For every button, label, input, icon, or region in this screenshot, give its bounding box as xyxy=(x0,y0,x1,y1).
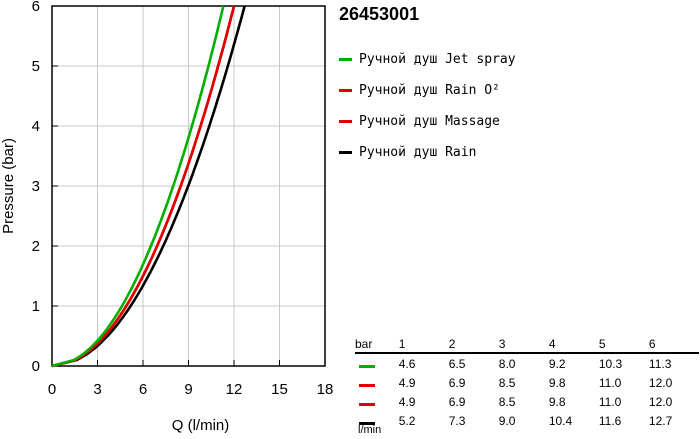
x-axis-title: Q (l/min) xyxy=(172,417,230,434)
legend-swatch xyxy=(339,89,352,92)
table-cell: 7.3 xyxy=(448,413,466,428)
table-row: 4.9 6.9 8.5 9.8 11.0 12.0 xyxy=(355,373,699,392)
table-cell: 12.0 xyxy=(648,375,673,390)
legend-label: Ручной душ Massage xyxy=(359,114,500,129)
table-cell: 11.3 xyxy=(648,356,672,371)
table-cell: 12.0 xyxy=(648,394,673,409)
legend-item: Ручной душ Rain O² xyxy=(339,75,516,106)
x-tick-label: 0 xyxy=(48,381,56,398)
table-cell: 6.9 xyxy=(448,394,466,409)
pressure-header: 6 xyxy=(648,337,656,351)
table-cell: 9.8 xyxy=(548,394,566,409)
pressure-header: 3 xyxy=(498,337,506,351)
row-color-swatch xyxy=(359,383,375,387)
table-cell: 9.8 xyxy=(548,375,566,390)
table-unit-label: l/min xyxy=(358,424,382,436)
table-cell: 4.9 xyxy=(398,394,416,409)
table-cell: 4.9 xyxy=(398,375,416,390)
y-tick-label: 1 xyxy=(32,298,40,315)
row-color-swatch xyxy=(359,364,375,368)
x-tick-label: 18 xyxy=(317,381,334,398)
y-tick-label: 2 xyxy=(32,238,40,255)
pressure-header: 2 xyxy=(448,337,456,351)
table-header-label: bar xyxy=(355,337,373,351)
table-cell: 10.4 xyxy=(548,413,573,428)
legend-label: Ручной душ Rain O² xyxy=(359,83,500,98)
table-cell: 6.9 xyxy=(448,375,466,390)
flow-table: bar 1 2 3 4 5 6 4.6 6.5 8.0 9.2 10.3 11.… xyxy=(355,336,699,430)
pressure-header: 5 xyxy=(598,337,606,351)
table-cell: 10.3 xyxy=(598,356,623,371)
table-cell: 6.5 xyxy=(448,356,466,371)
y-tick-label: 6 xyxy=(32,0,40,15)
x-tick-label: 3 xyxy=(93,381,101,398)
y-tick-label: 4 xyxy=(32,118,40,135)
table-row: 4.6 6.5 8.0 9.2 10.3 11.3 xyxy=(355,354,699,373)
table-cell: 9.2 xyxy=(548,356,566,371)
pressure-header: 4 xyxy=(548,337,556,351)
table-cell: 11.6 xyxy=(598,413,622,428)
table-cell: 11.0 xyxy=(598,394,622,409)
legend-item: Ручной душ Rain xyxy=(339,137,516,168)
table-row: 5.2 7.3 9.0 10.4 11.6 12.7 xyxy=(355,411,699,430)
series-line xyxy=(51,5,246,368)
row-color-swatch xyxy=(359,402,375,406)
table-cell: 8.0 xyxy=(498,356,516,371)
legend-swatch xyxy=(339,151,352,154)
y-tick-label: 3 xyxy=(32,178,40,195)
legend-item: Ручной душ Massage xyxy=(339,106,516,137)
legend-swatch xyxy=(339,58,352,61)
legend-label: Ручной душ Rain xyxy=(359,145,477,160)
table-row: 4.9 6.9 8.5 9.8 11.0 12.0 xyxy=(355,392,699,411)
x-tick-label: 15 xyxy=(271,381,288,398)
product-code: 26453001 xyxy=(339,4,420,24)
y-tick-label: 5 xyxy=(32,58,40,75)
chart-legend: Ручной душ Jet spray Ручной душ Rain O² … xyxy=(339,44,516,168)
table-cell: 8.5 xyxy=(498,394,516,409)
table-cell: 4.6 xyxy=(398,356,416,371)
x-tick-label: 12 xyxy=(226,381,243,398)
table-header: bar 1 2 3 4 5 6 xyxy=(355,336,699,354)
table-cell: 12.7 xyxy=(648,413,673,428)
table-cell: 9.0 xyxy=(498,413,516,428)
table-cell: 8.5 xyxy=(498,375,516,390)
series-line xyxy=(51,5,236,368)
table-cell: 5.2 xyxy=(398,413,416,428)
table-cell: 11.0 xyxy=(598,375,622,390)
legend-swatch xyxy=(339,120,352,123)
legend-item: Ручной душ Jet spray xyxy=(339,44,516,75)
pressure-header: 1 xyxy=(398,337,406,351)
x-tick-label: 9 xyxy=(184,381,192,398)
y-axis-title: Pressure (bar) xyxy=(0,138,17,234)
row-color-swatch xyxy=(359,421,375,425)
y-tick-label: 0 xyxy=(32,358,40,375)
series-line xyxy=(51,5,225,368)
legend-label: Ручной душ Jet spray xyxy=(359,52,516,67)
x-tick-label: 6 xyxy=(139,381,147,398)
